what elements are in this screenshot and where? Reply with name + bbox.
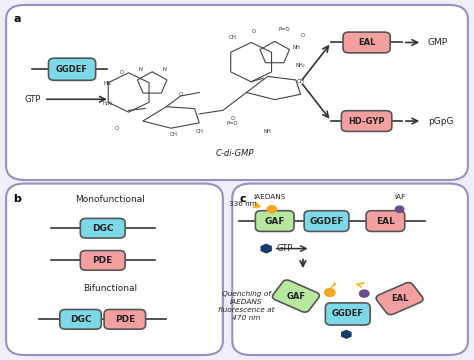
FancyBboxPatch shape [273, 280, 319, 312]
Text: IAEDANS: IAEDANS [253, 194, 285, 200]
Text: GGDEF: GGDEF [56, 65, 88, 74]
FancyBboxPatch shape [6, 5, 468, 180]
FancyBboxPatch shape [325, 303, 370, 325]
Circle shape [325, 289, 335, 296]
Text: O: O [301, 33, 305, 38]
Text: N: N [162, 67, 166, 72]
Polygon shape [261, 244, 272, 253]
FancyBboxPatch shape [60, 310, 101, 329]
Text: HD-GYP: HD-GYP [348, 117, 385, 126]
FancyBboxPatch shape [48, 58, 96, 80]
Text: pGpG: pGpG [428, 117, 453, 126]
Text: EAL: EAL [391, 294, 408, 303]
Text: GTP: GTP [277, 244, 293, 253]
FancyBboxPatch shape [304, 211, 349, 231]
FancyBboxPatch shape [6, 184, 223, 355]
Text: GTP: GTP [25, 95, 41, 104]
FancyBboxPatch shape [255, 211, 294, 231]
Text: IAF: IAF [394, 194, 405, 200]
Text: OH: OH [297, 79, 305, 84]
Text: Bifunctional: Bifunctional [82, 284, 137, 293]
FancyBboxPatch shape [104, 310, 146, 329]
Text: GMP: GMP [428, 38, 448, 47]
Text: GGDEF: GGDEF [332, 310, 364, 319]
FancyBboxPatch shape [232, 184, 468, 355]
FancyBboxPatch shape [376, 283, 423, 315]
Text: PDE: PDE [92, 256, 113, 265]
Text: H₂N: H₂N [102, 101, 112, 106]
Text: c: c [239, 194, 246, 203]
Text: C-di-GMP: C-di-GMP [216, 149, 254, 158]
Text: O: O [119, 70, 124, 75]
Text: GAF: GAF [286, 292, 305, 301]
Text: 336 nm: 336 nm [229, 201, 256, 207]
Text: EAL: EAL [376, 217, 395, 226]
FancyBboxPatch shape [366, 211, 405, 231]
Text: b: b [13, 194, 21, 203]
Polygon shape [341, 330, 352, 339]
Text: EAL: EAL [358, 38, 375, 47]
Text: HN: HN [103, 81, 111, 86]
Text: GAF: GAF [264, 217, 285, 226]
Text: NH₂: NH₂ [296, 63, 305, 68]
Text: N: N [138, 67, 142, 72]
Text: a: a [13, 14, 21, 24]
Text: O: O [252, 29, 255, 34]
FancyBboxPatch shape [80, 251, 125, 270]
Text: GGDEF: GGDEF [309, 217, 344, 226]
Text: O: O [115, 126, 119, 131]
Text: OH: OH [228, 35, 236, 40]
Text: DGC: DGC [92, 224, 113, 233]
Text: P=O: P=O [278, 27, 290, 32]
Text: O: O [178, 92, 182, 97]
Text: OH: OH [169, 132, 177, 137]
Circle shape [359, 290, 369, 297]
Text: Quenching of
IAEDANS
fluorescence at
470 nm: Quenching of IAEDANS fluorescence at 470… [218, 291, 274, 321]
Text: PDE: PDE [115, 315, 135, 324]
Text: NH: NH [264, 129, 272, 134]
Text: O
P=O: O P=O [227, 116, 238, 126]
Text: NH: NH [292, 45, 300, 50]
Text: OH: OH [195, 129, 203, 134]
Circle shape [267, 206, 277, 213]
FancyBboxPatch shape [80, 219, 125, 238]
FancyBboxPatch shape [341, 111, 392, 131]
Circle shape [395, 206, 404, 212]
Text: Monofunctional: Monofunctional [75, 195, 145, 204]
Text: DGC: DGC [70, 315, 91, 324]
FancyBboxPatch shape [343, 32, 390, 53]
